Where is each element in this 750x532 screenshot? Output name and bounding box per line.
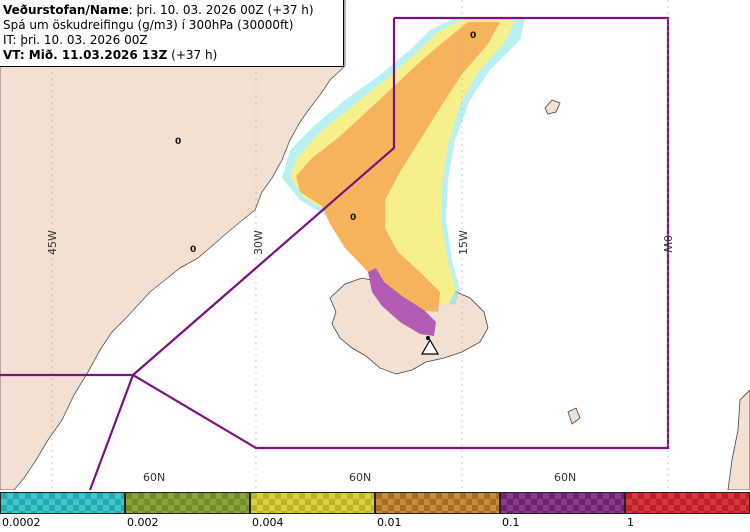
- warning-triangle-icon: [420, 336, 440, 355]
- ash-layer-purple: [368, 268, 436, 336]
- header-line-4: VT: Mið. 11.03.2026 13Z (+37 h): [3, 48, 343, 63]
- legend-swatch: [0, 492, 125, 514]
- header-line-2: Spá um öskudreifingu (g/m3) í 300hPa (30…: [3, 18, 294, 32]
- legend-tick-label: 0.01: [377, 516, 402, 529]
- meridian-label-30w: 30W: [252, 230, 265, 255]
- parallel-label-3: 60N: [554, 471, 576, 484]
- ash-dispersion-map: 45W 30W 15W 0W 60N 60N 60N 0 0 0 0: [0, 0, 750, 490]
- ash-layer-orange: [296, 22, 500, 312]
- header-line-3: IT: þri. 10. 03. 2026 00Z: [3, 33, 148, 47]
- graticule: [51, 0, 669, 490]
- legend-tick-label: 0.1: [502, 516, 520, 529]
- zero-marker: 0: [470, 31, 476, 41]
- concentration-legend: 0.0002 0.002 0.004 0.01 0.1 1: [0, 490, 750, 532]
- fir-boundary: [0, 16, 670, 490]
- legend-tick-label: 1: [627, 516, 634, 529]
- greenland-landmass: [0, 0, 346, 490]
- parallel-label-1: 60N: [143, 471, 165, 484]
- valid-time: VT: Mið. 11.03.2026 13Z: [3, 48, 168, 62]
- zero-marker: 0: [175, 137, 181, 147]
- parallel-label-2: 60N: [349, 471, 371, 484]
- small-island: [544, 99, 561, 115]
- shetland-island: [567, 407, 581, 425]
- zero-marker: 0: [190, 245, 196, 255]
- header-line-1: Veðurstofan/Name: þri. 10. 03. 2026 00Z …: [3, 3, 343, 18]
- legend-swatch: [500, 492, 625, 514]
- valid-time-offset: (+37 h): [167, 48, 218, 62]
- agency-name: Veðurstofan/Name: [3, 3, 129, 17]
- norway-landmass: [727, 389, 750, 490]
- zero-marker: 0: [350, 213, 356, 223]
- legend-swatch: [375, 492, 500, 514]
- legend-swatch: [125, 492, 250, 514]
- legend-tick-label: 0.0002: [2, 516, 41, 529]
- legend-tick-label: 0.002: [127, 516, 159, 529]
- agency-run-time: : þri. 10. 03. 2026 00Z (+37 h): [128, 3, 314, 17]
- legend-swatch: [625, 492, 750, 514]
- meridian-label-45w: 45W: [46, 230, 59, 255]
- meridian-label-15w: 15W: [457, 230, 470, 255]
- meridian-label-0w: 0W: [661, 235, 674, 253]
- legend-tick-label: 0.004: [252, 516, 284, 529]
- forecast-info-box: Veðurstofan/Name: þri. 10. 03. 2026 00Z …: [0, 0, 344, 67]
- legend-swatch: [250, 492, 375, 514]
